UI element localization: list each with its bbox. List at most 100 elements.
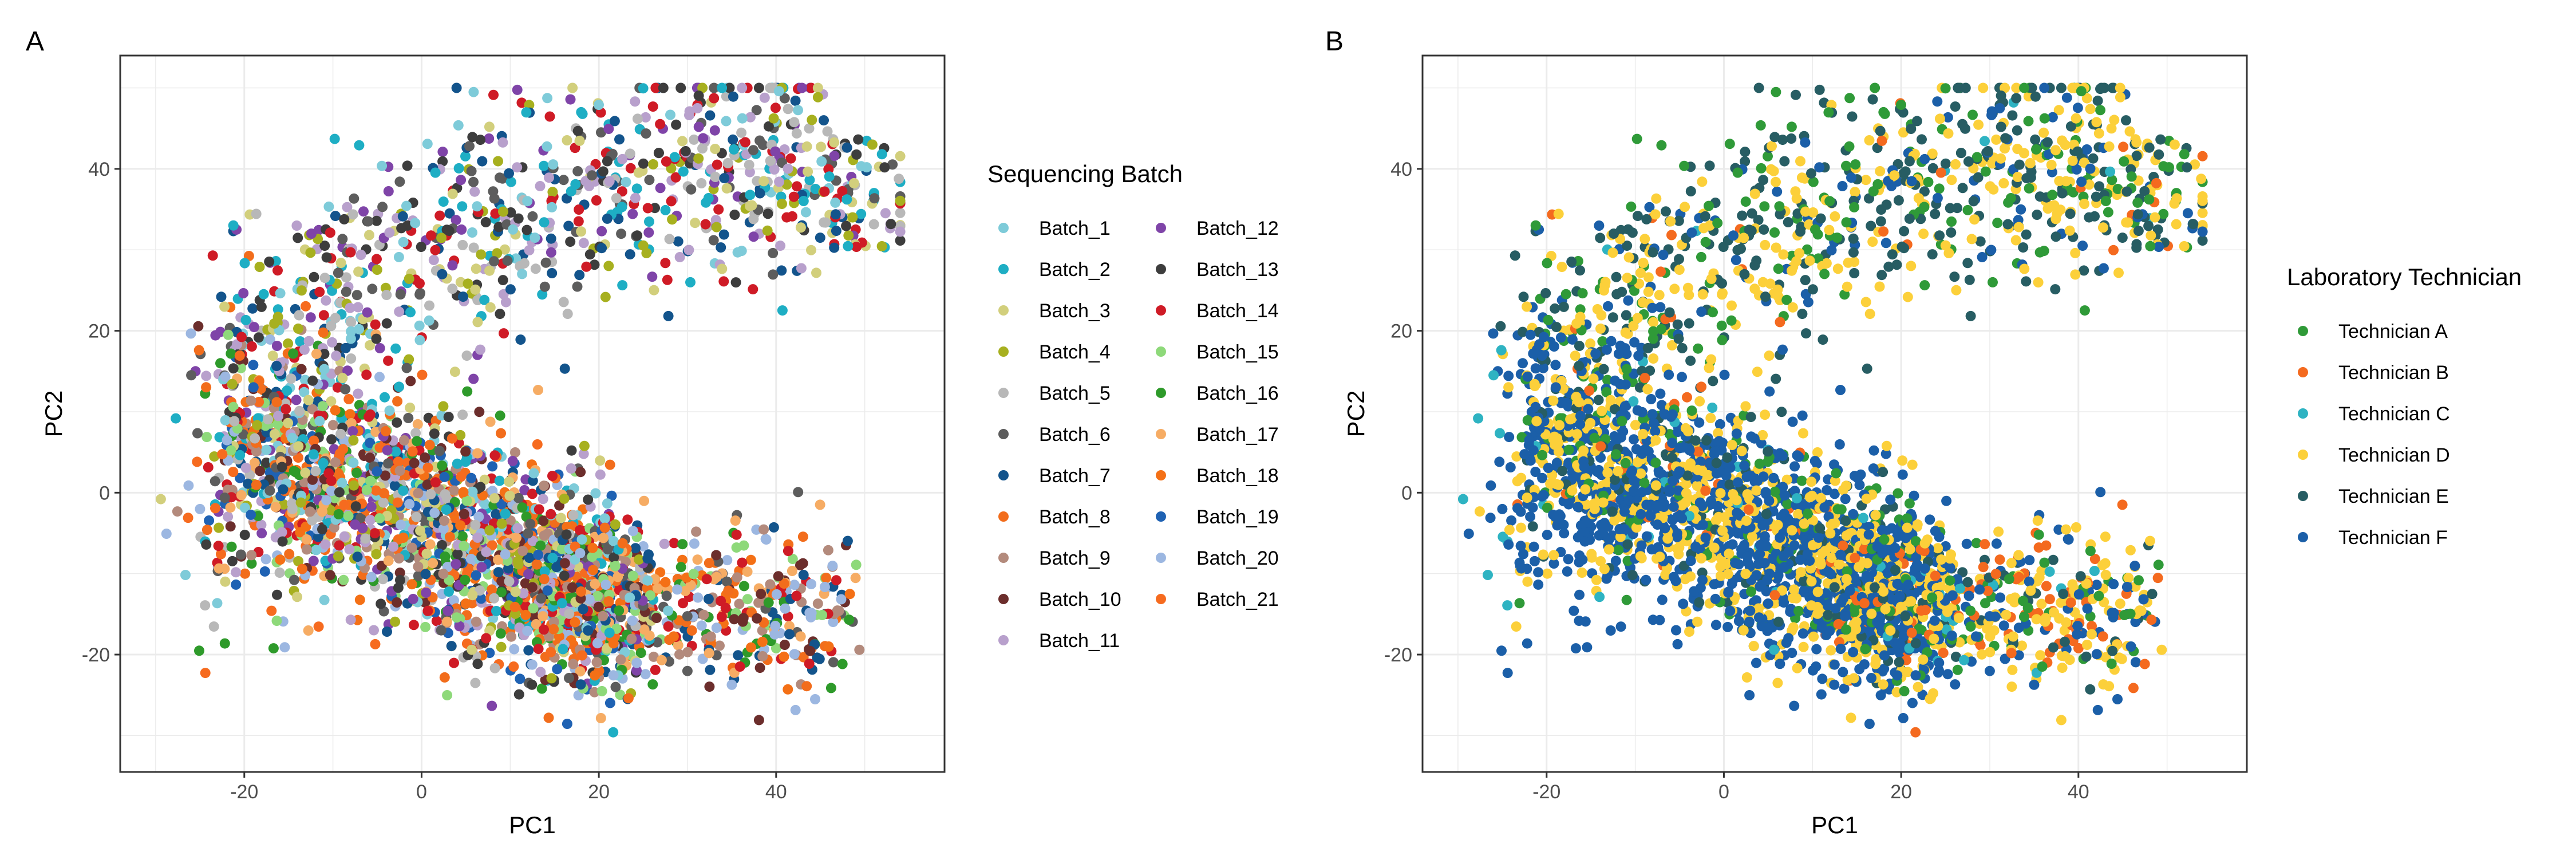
scatter-point [540,257,551,268]
x-tick-label: -20 [230,781,258,803]
scatter-point [273,411,283,421]
scatter-point [504,576,515,587]
scatter-point [447,188,458,199]
scatter-point [409,458,420,468]
scatter-point [240,314,251,325]
scatter-point [710,172,721,182]
scatter-point [1923,176,1934,187]
scatter-point [697,82,708,93]
scatter-point [688,569,699,580]
scatter-point [246,341,257,352]
scatter-point [439,672,450,683]
scatter-point [596,685,607,696]
scatter-point [559,493,570,504]
scatter-point [505,176,516,187]
scatter-point [1849,268,1860,278]
legend-label: Batch_21 [1196,589,1279,610]
scatter-point [2131,151,2142,161]
scatter-point [384,227,395,238]
scatter-point [393,582,404,593]
scatter-point [2024,555,2035,566]
scatter-point [313,621,324,632]
legend-key [998,429,1009,439]
scatter-point [600,291,611,302]
scatter-point [895,151,906,161]
scatter-point [238,288,249,298]
scatter-point [797,82,807,93]
scatter-point [457,201,468,212]
scatter-point [247,303,258,314]
scatter-point [803,166,813,177]
scatter-point [331,350,342,361]
scatter-point [650,664,661,675]
scatter-point [678,166,689,177]
scatter-point [632,113,643,124]
scatter-point [678,598,688,609]
scatter-point [413,561,424,572]
scatter-point [595,469,606,480]
legend-label: Batch_12 [1196,218,1279,239]
scatter-point [879,162,890,173]
scatter-point [348,435,359,446]
scatter-point [2033,277,2044,288]
scatter-point [214,563,224,574]
scatter-point [467,227,477,238]
scatter-point [362,307,373,318]
scatter-point [2130,657,2141,668]
scatter-point [568,510,579,521]
scatter-point [420,621,431,632]
legend-label: Batch_11 [1039,630,1120,652]
scatter-point [611,193,622,204]
scatter-point [378,488,389,499]
scatter-point [796,263,807,274]
legend-key [1156,429,1166,439]
legend-label: Batch_13 [1196,259,1279,281]
scatter-point [729,614,740,625]
scatter-point [207,250,218,261]
scatter-point [704,681,715,692]
scatter-point [596,226,607,237]
scatter-point [792,181,803,192]
scatter-point [556,598,567,609]
scatter-point [472,317,483,328]
scatter-point [2023,116,2034,127]
scatter-point [651,613,662,624]
scatter-point [413,488,424,499]
scatter-point [392,597,402,608]
scatter-point [843,241,854,251]
scatter-point [599,513,610,524]
scatter-point [1593,395,1604,405]
scatter-point [704,648,714,659]
scatter-point [610,681,621,692]
scatter-point [293,233,303,243]
scatter-point [704,558,714,569]
scatter-point [472,201,483,212]
scatter-point [789,117,800,128]
scatter-point [220,371,231,382]
scatter-point [590,670,600,681]
scatter-point [801,681,812,692]
scatter-point [686,184,697,195]
scatter-point [652,637,663,648]
scatter-point [1795,156,1805,167]
scatter-point [692,103,703,113]
scatter-point [436,233,447,243]
scatter-point [256,528,267,539]
scatter-point [717,263,728,274]
scatter-point [562,719,572,729]
scatter-point [521,107,532,118]
scatter-point [2079,305,2090,316]
scatter-point [868,219,879,230]
scatter-point [721,576,732,587]
scatter-point [539,160,549,171]
scatter-point [267,350,278,361]
scatter-point [837,659,848,669]
scatter-point [640,112,651,123]
scatter-point [752,613,762,624]
scatter-point [609,116,620,127]
scatter-point [275,288,286,299]
scatter-point [530,263,541,274]
scatter-point [372,254,382,265]
scatter-point [608,670,619,681]
scatter-point [424,440,435,450]
